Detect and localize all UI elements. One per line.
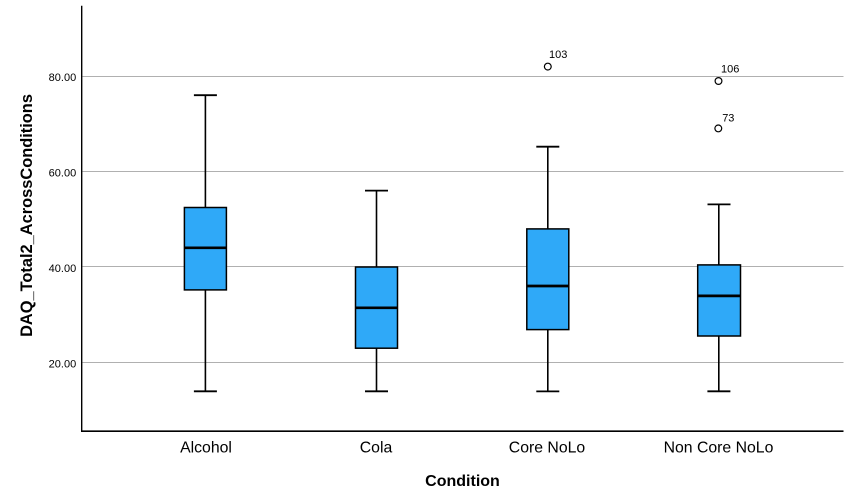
svg-text:106: 106 <box>721 64 739 76</box>
svg-text:Condition: Condition <box>425 473 500 490</box>
svg-text:20.00: 20.00 <box>49 358 77 370</box>
svg-text:Non Core NoLo: Non Core NoLo <box>664 439 774 456</box>
svg-text:103: 103 <box>549 49 567 61</box>
svg-text:60.00: 60.00 <box>49 167 77 179</box>
svg-text:DAQ_Total2_AcrossConditions: DAQ_Total2_AcrossConditions <box>18 94 36 337</box>
svg-text:Core NoLo: Core NoLo <box>509 439 586 456</box>
svg-text:40.00: 40.00 <box>49 263 77 275</box>
svg-text:80.00: 80.00 <box>49 72 77 84</box>
svg-text:Cola: Cola <box>360 439 393 456</box>
svg-text:Alcohol: Alcohol <box>180 439 232 456</box>
svg-text:73: 73 <box>722 113 734 125</box>
